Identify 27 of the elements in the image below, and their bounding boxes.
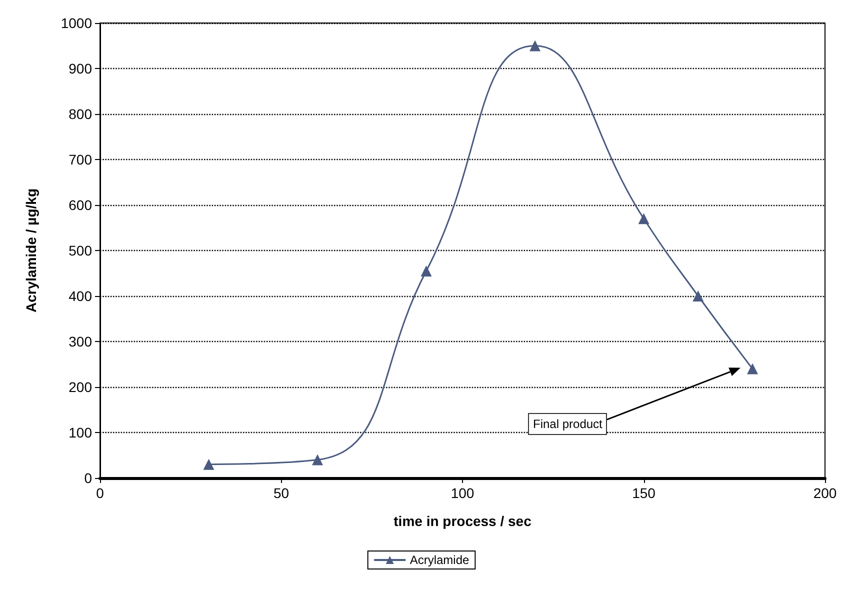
point [312,454,323,466]
y-tick-label: 800 [68,106,92,122]
point [692,290,704,302]
x-tick-label: 100 [450,485,474,501]
legend-label: Acrylamide [410,553,470,567]
x-axis-title: time in process / sec [394,513,532,529]
point [203,458,214,470]
y-axis-title: Acrylamide / µg/kg [23,188,39,312]
y-tick-label: 900 [68,60,92,76]
y-tick-label: 700 [68,152,92,168]
annotation: Final product [528,413,608,435]
y-tick-label: 500 [68,242,92,258]
x-tick-label: 0 [96,485,104,501]
x-tick-label: 200 [813,485,837,501]
y-tick-label: 200 [68,379,92,395]
y-tick-label: 1000 [60,15,92,31]
y-tick-label: 100 [68,424,92,440]
y-tick-label: 600 [68,197,92,213]
y-tick-label: 0 [84,470,92,486]
point [530,40,540,52]
y-tick-label: 300 [68,334,92,350]
x-tick-label: 50 [273,485,290,501]
point [420,265,432,276]
x-tick-label: 150 [632,485,656,501]
point [747,363,758,374]
y-tick-label: 400 [68,288,92,304]
point [638,213,650,224]
